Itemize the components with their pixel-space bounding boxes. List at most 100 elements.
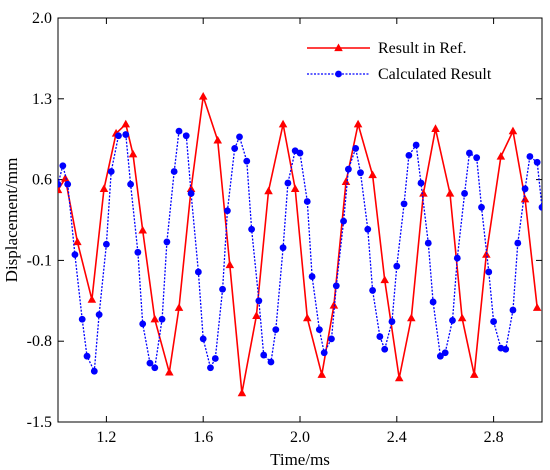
data-point-circle [533,158,541,166]
data-point-circle [182,132,190,140]
data-point-triangle [128,149,138,158]
data-point-circle [255,297,263,305]
data-point-triangle [73,237,82,246]
data-point-circle [115,132,122,140]
legend-marker-circle [335,70,342,78]
data-point-circle [83,352,91,360]
data-point-circle [199,335,207,343]
data-point-circle [340,217,347,225]
y-tick-label: 0.6 [32,172,52,189]
data-point-triangle [121,119,131,128]
data-point-triangle [380,275,389,284]
data-point-triangle [394,373,404,382]
data-point-circle [490,318,497,325]
data-point-circle [248,225,256,233]
data-point-triangle [508,126,518,135]
data-point-circle [211,355,219,362]
legend: Result in Ref. Calculated Result [307,40,492,83]
data-point-triangle [60,173,70,182]
data-point-circle [78,315,86,323]
data-point-circle [207,364,214,372]
data-point-circle [58,180,62,188]
axis-ticks: 1.2 1.6 2.0 2.4 2.8 -1.5 -0.8 -0.1 0.6 1.3 2.0 [27,10,542,446]
data-point-circle [328,335,335,343]
data-point-triangle [496,152,506,160]
legend-label: Calculated Result [378,66,492,83]
data-point-circle [400,200,408,208]
data-point-circle [393,262,401,270]
data-point-circle [175,127,183,135]
legend-marker-triangle [334,43,343,52]
data-point-triangle [368,170,377,179]
data-point-triangle [290,184,300,192]
data-point-circle [461,190,468,197]
y-tick-label: 2.0 [32,10,52,27]
data-point-circle [146,359,154,367]
data-point-triangle [278,119,288,128]
series-line [58,130,542,374]
data-point-circle [345,165,352,173]
x-tick-label: 2.0 [290,429,310,446]
data-point-circle [194,268,202,276]
data-point-circle [163,238,171,246]
data-point-triangle [138,225,147,234]
data-point-circle [107,168,115,175]
data-point-circle [352,145,360,152]
data-point-circle [357,169,364,177]
x-tick-label: 2.4 [387,429,407,446]
data-point-circle [139,320,147,328]
data-point-triangle [353,119,363,128]
data-point-circle [284,179,292,187]
data-point-circle [127,180,134,188]
y-axis-label: Displacement/mm [2,158,21,283]
data-point-triangle [213,135,222,144]
series-2 [58,127,542,375]
data-point-triangle [174,303,184,311]
legend-label: Result in Ref. [378,40,466,57]
data-point-triangle [407,313,416,322]
data-point-circle [538,203,542,211]
data-point-circle [219,285,226,293]
y-tick-label: -0.1 [27,252,52,269]
data-point-circle [405,151,413,159]
data-point-circle [453,254,461,262]
data-point-triangle [419,188,428,197]
data-point-circle [296,149,304,157]
data-point-circle [272,326,280,334]
data-point-circle [376,333,384,340]
data-point-circle [509,306,517,314]
data-point-circle [71,251,79,259]
data-point-triangle [469,370,479,378]
data-point-circle [388,318,396,325]
data-point-circle [466,149,473,157]
y-tick-label: 1.3 [32,91,52,108]
x-tick-label: 2.8 [484,429,504,446]
data-point-triangle [237,388,247,397]
data-point-circle [521,185,529,193]
data-point-circle [308,273,316,280]
data-point-circle [315,326,323,334]
data-point-triangle [150,314,160,323]
data-point-circle [424,239,432,247]
data-point-circle [436,352,444,360]
data-point-circle [526,153,534,160]
y-tick-label: -0.8 [27,333,52,350]
data-point-triangle [252,311,261,319]
series-layer [58,91,542,397]
data-point-circle [103,240,110,248]
data-point-circle [90,367,98,375]
data-point-triangle [445,188,455,197]
data-point-triangle [165,367,174,376]
x-tick-label: 1.6 [193,429,213,446]
legend-item-2: Calculated Result [307,66,492,83]
data-point-triangle [99,184,109,192]
data-point-circle [260,351,268,359]
data-point-circle [320,349,328,357]
x-axis-label: Time/ms [270,450,330,469]
data-point-triangle [264,186,273,195]
data-point-circle [429,298,437,306]
data-point-circle [95,311,103,319]
data-point-triangle [341,177,351,186]
data-point-circle [267,358,275,366]
data-point-triangle [532,303,542,311]
